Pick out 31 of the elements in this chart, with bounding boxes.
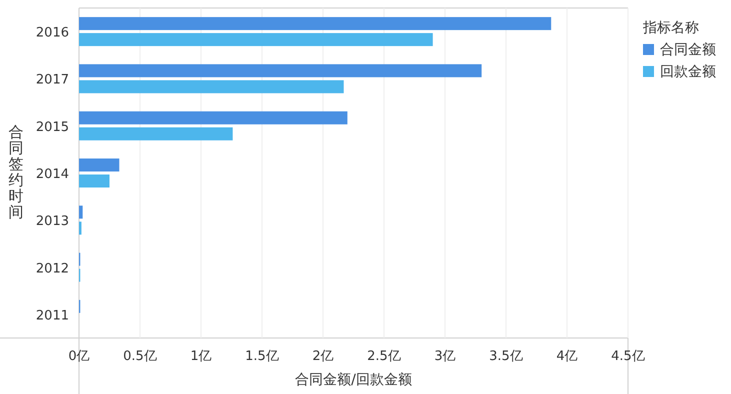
y-tick-label: 2017 xyxy=(36,72,69,88)
legend-label: 合同金额 xyxy=(660,42,716,58)
x-axis-title: 合同金额/回款金额 xyxy=(295,372,412,388)
x-tick-label: 0.5亿 xyxy=(123,349,157,364)
bar xyxy=(79,158,120,172)
x-tick-label: 3.5亿 xyxy=(489,349,523,364)
x-tick-label: 1亿 xyxy=(190,349,212,364)
bar xyxy=(79,17,552,30)
bar xyxy=(79,174,110,188)
bar xyxy=(79,64,482,78)
bar xyxy=(79,33,433,46)
y-tick-label: 2016 xyxy=(36,26,69,41)
legend-label: 回款金额 xyxy=(660,64,716,80)
y-tick-label: 2014 xyxy=(36,167,69,182)
legend-title: 指标名称 xyxy=(642,20,699,36)
y-axis-title: 合同签约时间 xyxy=(8,123,24,221)
x-tick-label: 4亿 xyxy=(556,349,578,364)
bar xyxy=(79,80,344,94)
x-tick-label: 4.5亿 xyxy=(611,349,645,364)
y-tick-label: 2012 xyxy=(36,261,69,276)
x-tick-label: 1.5亿 xyxy=(245,349,279,364)
y-tick-label: 2011 xyxy=(36,308,69,324)
bar xyxy=(79,206,83,219)
bar xyxy=(79,127,233,140)
bar xyxy=(79,111,348,124)
y-tick-label: 2013 xyxy=(36,214,69,230)
x-tick-label: 2.5亿 xyxy=(367,349,401,364)
x-tick-label: 3亿 xyxy=(434,349,456,364)
x-tick-label: 2亿 xyxy=(312,349,334,364)
x-tick-label: 0亿 xyxy=(68,349,90,364)
y-tick-label: 2015 xyxy=(36,120,69,135)
